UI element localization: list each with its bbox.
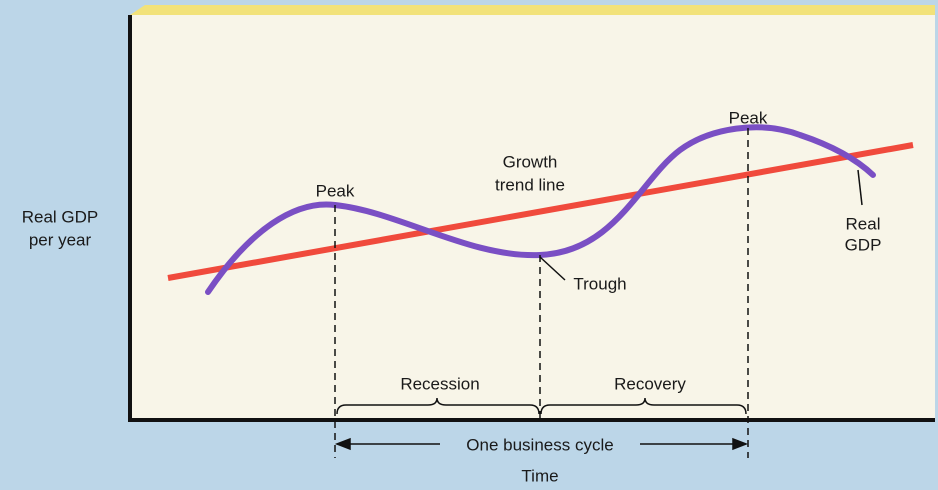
recession-brace [336, 397, 540, 415]
arrow-head [334, 437, 351, 451]
trend-line [167, 142, 914, 281]
y-axis-label: Real GDP [22, 207, 99, 226]
peak-label: Peak [729, 108, 768, 127]
plot-box [130, 15, 935, 420]
gdp-curve [205, 124, 876, 295]
cycle-label: One business cycle [466, 435, 613, 454]
gdp-label: GDP [845, 235, 882, 254]
box-top [130, 5, 935, 15]
y-axis-label: per year [29, 230, 92, 249]
peak-label: Peak [316, 181, 355, 200]
arrow-head [732, 437, 749, 451]
recovery-brace [540, 397, 747, 415]
trough-label: Trough [573, 274, 626, 293]
trend-label: Growth [503, 152, 558, 171]
dashed-guides [334, 128, 749, 458]
trough-pointer [539, 256, 566, 281]
braces [336, 397, 747, 415]
gdp-label: Real [846, 214, 881, 233]
recovery-label: Recovery [614, 374, 686, 393]
x-axis-label: Time [521, 466, 558, 485]
recession-label: Recession [400, 374, 479, 393]
gdp-pointer [857, 169, 863, 206]
trend-label: trend line [495, 175, 565, 194]
cycle-arrow [334, 437, 749, 451]
